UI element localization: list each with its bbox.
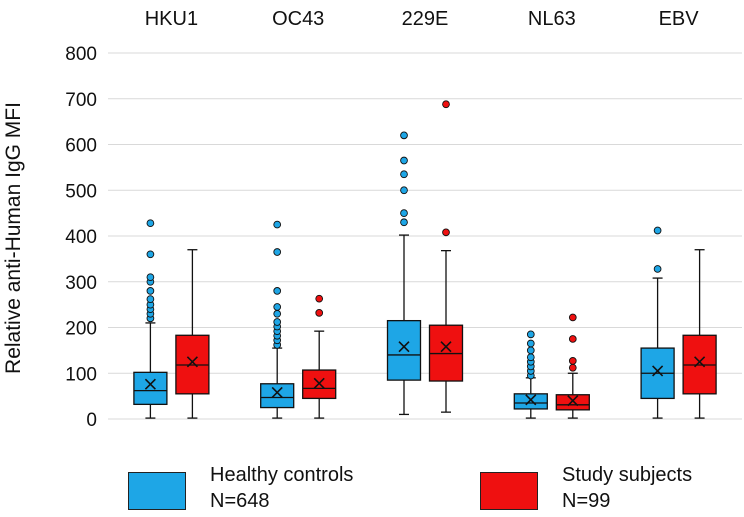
healthy-controls-nl63-outlier-7 bbox=[526, 330, 535, 339]
healthy-controls-229e-outlier-5 bbox=[400, 131, 408, 140]
healthy-controls-nl63-outlier-6 bbox=[526, 339, 535, 348]
study-subjects-ebv-mean-marker bbox=[694, 356, 706, 368]
healthy-controls-oc43-box bbox=[260, 383, 295, 409]
study-subjects-hku1-mean-marker bbox=[186, 356, 198, 368]
y-tick-label-400: 400 bbox=[65, 227, 97, 248]
y-tick-label-300: 300 bbox=[65, 273, 97, 294]
category-label-229e: 229E bbox=[402, 8, 449, 30]
study-subjects-nl63-outlier-3 bbox=[568, 313, 577, 322]
y-tick-label-800: 800 bbox=[65, 44, 97, 65]
study-subjects-229e-mean-marker bbox=[440, 341, 452, 353]
legend-text-healthy-controls: Healthy controls N=648 bbox=[210, 462, 353, 514]
healthy-controls-hku1-box bbox=[133, 371, 168, 406]
category-label-ebv: EBV bbox=[659, 8, 700, 30]
healthy-controls-ebv-mean-marker bbox=[652, 365, 664, 377]
y-tick-label-0: 0 bbox=[86, 410, 97, 431]
legend-label-healthy-controls: Healthy controls bbox=[210, 464, 354, 486]
healthy-controls-nl63-mean-marker bbox=[525, 394, 537, 406]
healthy-controls-nl63-box bbox=[513, 393, 548, 410]
healthy-controls-229e-outlier-0 bbox=[400, 218, 408, 227]
healthy-controls-229e-outlier-2 bbox=[400, 186, 408, 195]
study-subjects-oc43-outlier-1 bbox=[315, 294, 324, 303]
healthy-controls-oc43-outlier-6 bbox=[273, 309, 282, 318]
healthy-controls-oc43-outlier-7 bbox=[273, 303, 282, 311]
healthy-controls-hku1-outlier-7 bbox=[146, 273, 155, 282]
legend-label-study-subjects: Study subjects bbox=[562, 464, 693, 486]
healthy-controls-hku1-mean-marker bbox=[144, 378, 156, 390]
category-label-hku1: HKU1 bbox=[145, 8, 198, 30]
legend-swatch-study-subjects bbox=[480, 472, 538, 510]
y-tick-label-700: 700 bbox=[65, 90, 97, 111]
study-subjects-229e-outlier-1 bbox=[442, 100, 450, 109]
study-subjects-nl63-outlier-0 bbox=[568, 363, 577, 372]
y-tick-label-500: 500 bbox=[65, 181, 97, 202]
study-subjects-nl63-outlier-1 bbox=[568, 357, 577, 365]
y-tick-label-600: 600 bbox=[65, 136, 97, 157]
healthy-controls-nl63-outlier-4 bbox=[526, 353, 535, 362]
legend-item-healthy-controls: Healthy controls N=648 bbox=[128, 462, 353, 514]
healthy-controls-hku1-outlier-8 bbox=[146, 250, 155, 259]
healthy-controls-nl63-outlier-5 bbox=[526, 346, 535, 355]
study-subjects-nl63-outlier-2 bbox=[568, 335, 577, 343]
legend-text-study-subjects: Study subjects N=99 bbox=[562, 462, 692, 514]
healthy-controls-ebv-outlier-1 bbox=[653, 226, 662, 235]
category-label-nl63: NL63 bbox=[528, 8, 576, 30]
healthy-controls-oc43-mean-marker bbox=[271, 386, 283, 399]
legend-swatch-healthy-controls bbox=[128, 472, 186, 510]
healthy-controls-229e-outlier-1 bbox=[400, 209, 408, 217]
study-subjects-nl63-mean-marker bbox=[567, 395, 579, 407]
y-tick-label-200: 200 bbox=[65, 319, 97, 340]
healthy-controls-oc43-outlier-5 bbox=[273, 318, 282, 326]
study-subjects-nl63-box bbox=[555, 394, 590, 411]
y-axis-label: Relative anti-Human IgG MFI bbox=[2, 102, 25, 374]
healthy-controls-oc43-outlier-10 bbox=[273, 220, 282, 229]
healthy-controls-229e-mean-marker bbox=[398, 341, 410, 353]
legend-n-healthy-controls: N=648 bbox=[210, 490, 270, 512]
healthy-controls-hku1-outlier-5 bbox=[146, 287, 155, 295]
study-subjects-229e-outlier-0 bbox=[442, 228, 450, 237]
category-label-oc43: OC43 bbox=[272, 8, 324, 30]
study-subjects-oc43-mean-marker bbox=[313, 377, 325, 389]
healthy-controls-ebv-outlier-0 bbox=[653, 265, 662, 273]
healthy-controls-229e-box bbox=[386, 319, 422, 381]
healthy-controls-oc43-outlier-9 bbox=[273, 248, 282, 256]
y-tick-label-100: 100 bbox=[65, 364, 97, 385]
legend-item-study-subjects: Study subjects N=99 bbox=[480, 462, 692, 514]
healthy-controls-229e-outlier-3 bbox=[400, 170, 408, 179]
healthy-controls-229e-outlier-4 bbox=[400, 156, 408, 165]
study-subjects-oc43-outlier-0 bbox=[315, 309, 324, 317]
legend-n-study-subjects: N=99 bbox=[562, 490, 611, 512]
healthy-controls-hku1-outlier-9 bbox=[146, 219, 155, 228]
healthy-controls-oc43-outlier-8 bbox=[273, 287, 282, 295]
healthy-controls-hku1-outlier-4 bbox=[146, 295, 155, 303]
